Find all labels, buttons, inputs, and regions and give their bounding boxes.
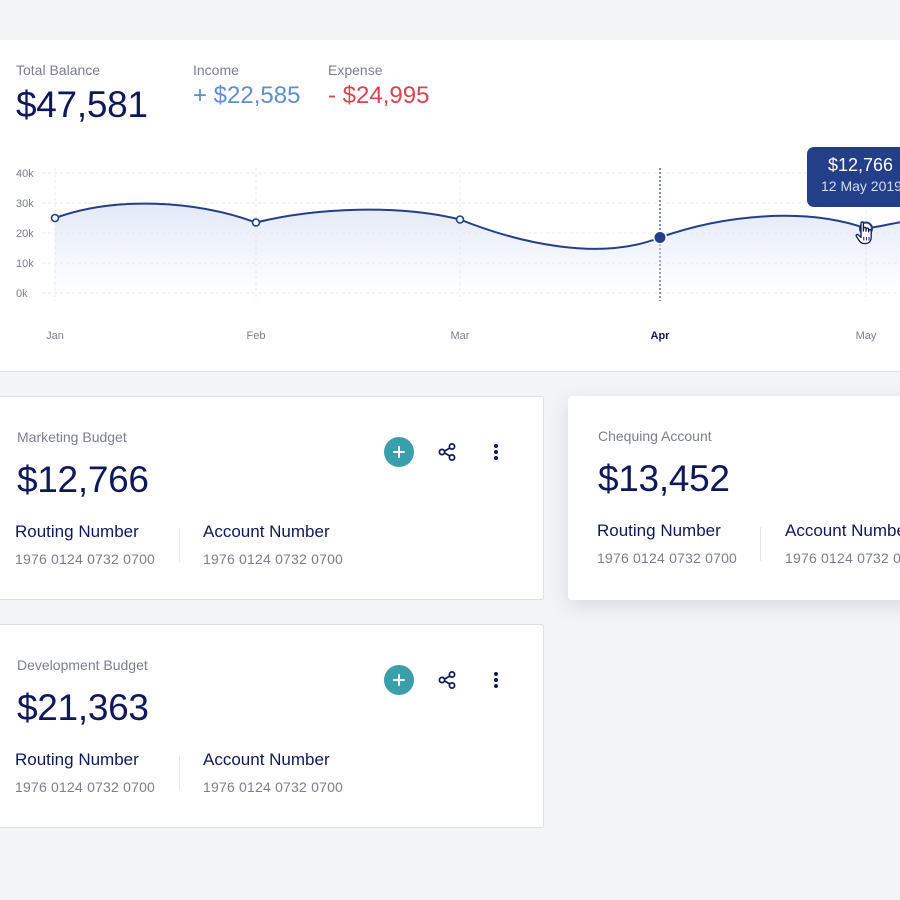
income-stat: Income + $22,585 — [193, 62, 300, 110]
y-tick-label: 20k — [16, 228, 34, 240]
balance-panel: 40k 30k 20k 10k 0k Jan Feb Mar Apr May Total Bala… — [0, 40, 900, 372]
more-vertical-icon — [494, 672, 498, 688]
y-tick-label: 30k — [16, 198, 34, 210]
y-tick-label: 0k — [16, 288, 28, 300]
x-tick-label: Jan — [46, 330, 64, 342]
routing-number-label: Routing Number — [15, 522, 139, 541]
more-options-button[interactable] — [481, 665, 511, 695]
add-button[interactable] — [384, 665, 414, 695]
plus-icon — [393, 674, 405, 686]
more-vertical-icon — [494, 444, 498, 460]
chart-tooltip: $12,766 12 May 2019 — [807, 147, 900, 207]
share-icon — [438, 443, 456, 461]
x-tick-label: May — [856, 330, 877, 342]
x-tick-label: Apr — [651, 330, 671, 342]
total-balance: Total Balance $47,581 — [16, 62, 148, 126]
hand-cursor-icon — [855, 221, 872, 245]
routing-number-value: 1976 0124 0732 0700 — [15, 779, 156, 795]
card-amount: $12,766 — [17, 459, 149, 500]
card-title: Chequing Account — [598, 428, 712, 444]
account-number-value: 1976 0124 0732 0700 — [203, 779, 344, 795]
expense-value: - $24,995 — [328, 82, 430, 109]
account-card-marketing[interactable]: Marketing Budget $12,766 Routing Number … — [0, 396, 544, 600]
card-amount: $13,452 — [598, 458, 730, 499]
routing-number-label: Routing Number — [15, 750, 139, 769]
add-button[interactable] — [384, 437, 414, 467]
y-tick-label: 40k — [16, 168, 34, 180]
card-title: Marketing Budget — [17, 429, 127, 445]
line-series — [54, 202, 900, 250]
income-label: Income — [193, 62, 239, 78]
x-tick-label: Feb — [247, 330, 266, 342]
line-area-fill — [55, 203, 900, 293]
card-title: Development Budget — [17, 657, 148, 673]
account-number-label: Account Number — [203, 522, 330, 541]
routing-number-value: 1976 0124 0732 0700 — [597, 550, 738, 566]
account-card-development[interactable]: Development Budget $21,363 Routing Numbe… — [0, 624, 544, 828]
card-amount: $21,363 — [17, 687, 149, 728]
routing-number-label: Routing Number — [597, 521, 721, 540]
share-button[interactable] — [432, 665, 462, 695]
total-balance-value: $47,581 — [16, 84, 148, 125]
account-number-label: Account Number — [203, 750, 330, 769]
data-point-active — [654, 232, 666, 243]
routing-number-value: 1976 0124 0732 0700 — [15, 551, 156, 567]
tooltip-value: $12,766 — [828, 155, 894, 175]
divider — [760, 527, 761, 561]
data-point — [455, 215, 465, 224]
account-number-value: 1976 0124 0732 0700 — [785, 550, 900, 566]
share-icon — [438, 671, 456, 689]
account-number-value: 1976 0124 0732 0700 — [203, 551, 344, 567]
income-value: + $22,585 — [193, 82, 301, 109]
share-button[interactable] — [432, 437, 462, 467]
x-tick-label: Mar — [451, 330, 470, 342]
more-options-button[interactable] — [481, 437, 511, 467]
plus-icon — [393, 446, 405, 458]
data-point — [251, 218, 261, 227]
account-number-label: Account Number — [785, 521, 900, 540]
divider — [179, 528, 180, 562]
account-card-chequing[interactable]: Chequing Account $13,452 Routing Number … — [568, 396, 900, 600]
data-point — [50, 213, 60, 223]
y-tick-label: 10k — [16, 258, 34, 270]
expense-stat: Expense - $24,995 — [328, 62, 429, 110]
tooltip-date: 12 May 2019 — [821, 178, 900, 194]
divider — [179, 756, 180, 790]
expense-label: Expense — [328, 62, 383, 78]
total-balance-label: Total Balance — [16, 62, 101, 78]
